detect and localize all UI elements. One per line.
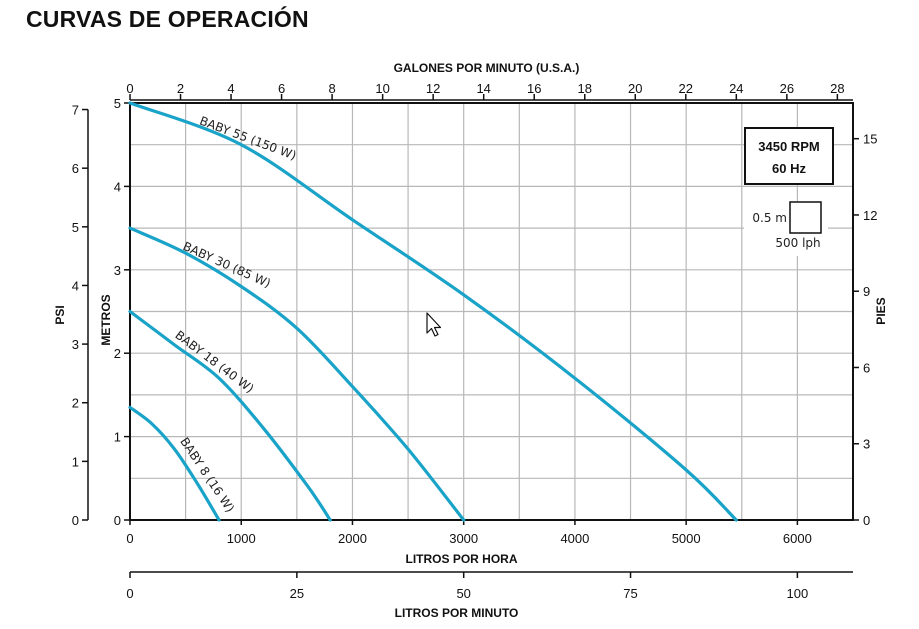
y-tick-label: 4 [114,179,121,194]
top-tick-label: 6 [278,81,285,96]
curve-baby-8-16-w [128,405,221,522]
psi-tick-label: 3 [72,337,79,352]
top-tick-label: 8 [328,81,335,96]
chart-grid [130,103,853,520]
y-tick-label: 1 [114,430,121,445]
top-tick-label: 10 [375,81,389,96]
x-tick-label: 1000 [227,531,256,546]
performance-curves [128,101,738,522]
bottom-outer-axis-label: LITROS POR MINUTO [395,606,519,620]
x-tick-label: 2000 [338,531,367,546]
x-tick-label: 0 [126,531,133,546]
top-tick-label: 4 [227,81,234,96]
hz-label: 60 Hz [772,161,806,176]
curve-label: BABY 55 (150 W) [198,114,299,163]
psi-axis-label: PSI [53,305,67,324]
psi-tick-label: 2 [72,396,79,411]
bottom-outer-tick-label: 50 [456,586,470,601]
top-tick-label: 26 [780,81,794,96]
psi-tick-label: 1 [72,454,79,469]
y-tick-label: 2 [114,346,121,361]
bottom-outer-tick-label: 0 [126,586,133,601]
pies-axis-label: PIES [874,297,888,324]
top-tick-label: 28 [830,81,844,96]
pies-tick-label: 0 [863,513,870,528]
top-tick-label: 16 [527,81,541,96]
mouse-cursor-icon [426,312,442,337]
top-tick-label: 24 [729,81,743,96]
bottom-outer-tick-label: 75 [623,586,637,601]
pies-tick-label: 12 [863,208,877,223]
rpm-label: 3450 RPM [758,139,819,154]
y-tick-label: 0 [114,513,121,528]
psi-tick-label: 5 [72,220,79,235]
pies-tick-label: 6 [863,360,870,375]
bottom-outer-tick-label: 100 [787,586,809,601]
curve-baby-55-150-w [128,101,738,522]
pies-tick-label: 9 [863,284,870,299]
curve-label: BABY 30 (85 W) [181,239,273,291]
top-axis-label: GALONES POR MINUTO (U.S.A.) [394,61,580,75]
page-title: CURVAS DE OPERACIÓN [26,6,309,32]
x-tick-label: 5000 [672,531,701,546]
y-tick-label: 5 [114,96,121,111]
y-tick-label: 3 [114,263,121,278]
bottom-outer-tick-label: 25 [290,586,304,601]
top-tick-label: 12 [426,81,440,96]
top-tick-label: 0 [126,81,133,96]
pies-tick-label: 15 [863,132,877,147]
y-axis-label: METROS [99,294,113,345]
psi-tick-label: 7 [72,103,79,118]
x-tick-label: 6000 [783,531,812,546]
top-tick-label: 14 [476,81,490,96]
x-axis-label: LITROS POR HORA [405,552,517,566]
top-tick-label: 22 [679,81,693,96]
psi-tick-label: 6 [72,161,79,176]
psi-tick-label: 0 [72,513,79,528]
top-tick-label: 2 [177,81,184,96]
top-tick-label: 18 [578,81,592,96]
rpm-box: 3450 RPM 60 Hz [744,127,834,185]
scale-vertical-label: 0.5 m [752,211,787,225]
scale-horizontal-label: 500 lph [775,236,820,250]
curve-baby-18-40-w [128,309,332,522]
x-tick-label: 4000 [560,531,589,546]
curve-baby-30-85-w [128,226,466,522]
scale-box: 0.5 m 500 lph [744,201,828,256]
x-tick-label: 3000 [449,531,478,546]
top-tick-label: 20 [628,81,642,96]
pies-tick-label: 3 [863,437,870,452]
psi-tick-label: 4 [72,278,79,293]
